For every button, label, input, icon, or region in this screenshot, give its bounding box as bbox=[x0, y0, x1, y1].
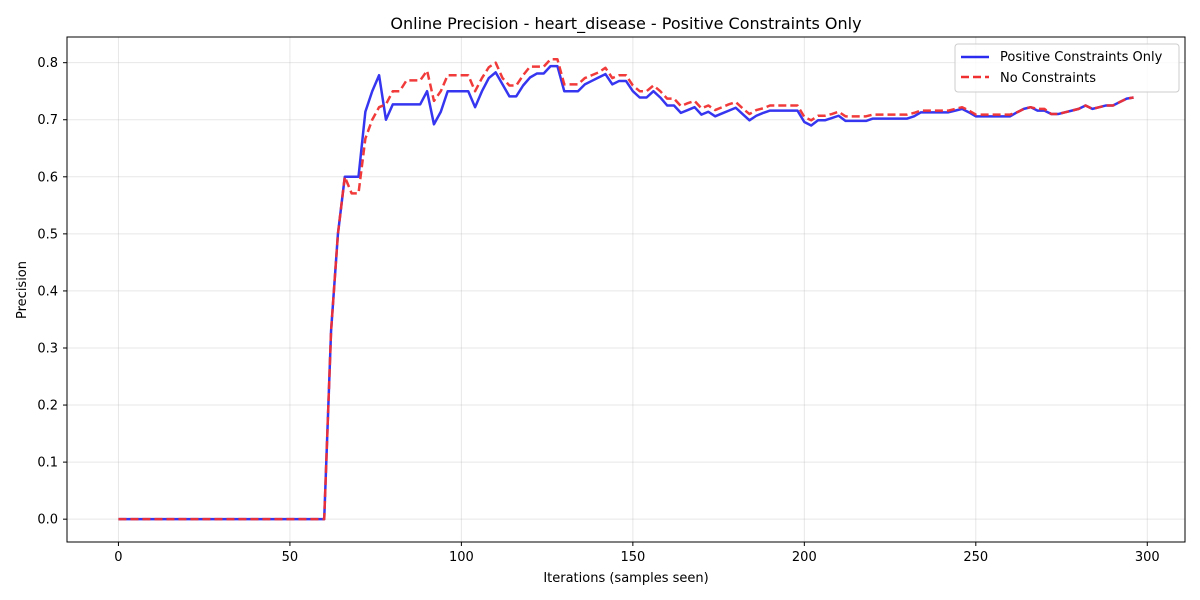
x-tick-label: 150 bbox=[620, 550, 645, 565]
series-line-positive-constraints bbox=[118, 64, 1134, 521]
x-tick-label: 100 bbox=[449, 550, 474, 565]
legend-box bbox=[954, 43, 1180, 93]
y-tick-label: 0.1 bbox=[37, 456, 58, 471]
y-tick-label: 0.5 bbox=[37, 227, 58, 242]
x-tick-label: 0 bbox=[114, 550, 122, 565]
y-tick-label: 0.0 bbox=[37, 513, 58, 528]
y-tick-label: 0.4 bbox=[37, 284, 58, 299]
y-axis-label: Precision bbox=[15, 261, 30, 319]
y-tick-label: 0.7 bbox=[37, 113, 58, 128]
x-tick-label: 300 bbox=[1135, 550, 1160, 565]
y-tick-label: 0.6 bbox=[37, 170, 58, 185]
legend-label-no-constraints: No Constraints bbox=[1000, 71, 1096, 86]
plot-frame bbox=[66, 36, 1186, 543]
chart-title: Online Precision - heart_disease - Posit… bbox=[390, 14, 861, 34]
series-line-no-constraints bbox=[118, 58, 1134, 521]
x-tick-label: 250 bbox=[963, 550, 988, 565]
y-tick-label: 0.3 bbox=[37, 341, 58, 356]
legend-label-positive-constraints: Positive Constraints Only bbox=[1000, 50, 1163, 65]
y-tick-label: 0.8 bbox=[37, 56, 58, 71]
y-tick-label: 0.2 bbox=[37, 399, 58, 414]
x-tick-label: 50 bbox=[282, 550, 299, 565]
x-tick-label: 200 bbox=[792, 550, 817, 565]
x-axis-label: Iterations (samples seen) bbox=[543, 571, 708, 586]
axis-ticks: 0 50 100 150 200 250 300 0.0 0.1 0.2 0.3 0.4 0.5 0.6 0… bbox=[37, 56, 1159, 565]
legend: Positive Constraints Only No Constraints bbox=[954, 43, 1180, 93]
series-lines bbox=[118, 58, 1134, 521]
